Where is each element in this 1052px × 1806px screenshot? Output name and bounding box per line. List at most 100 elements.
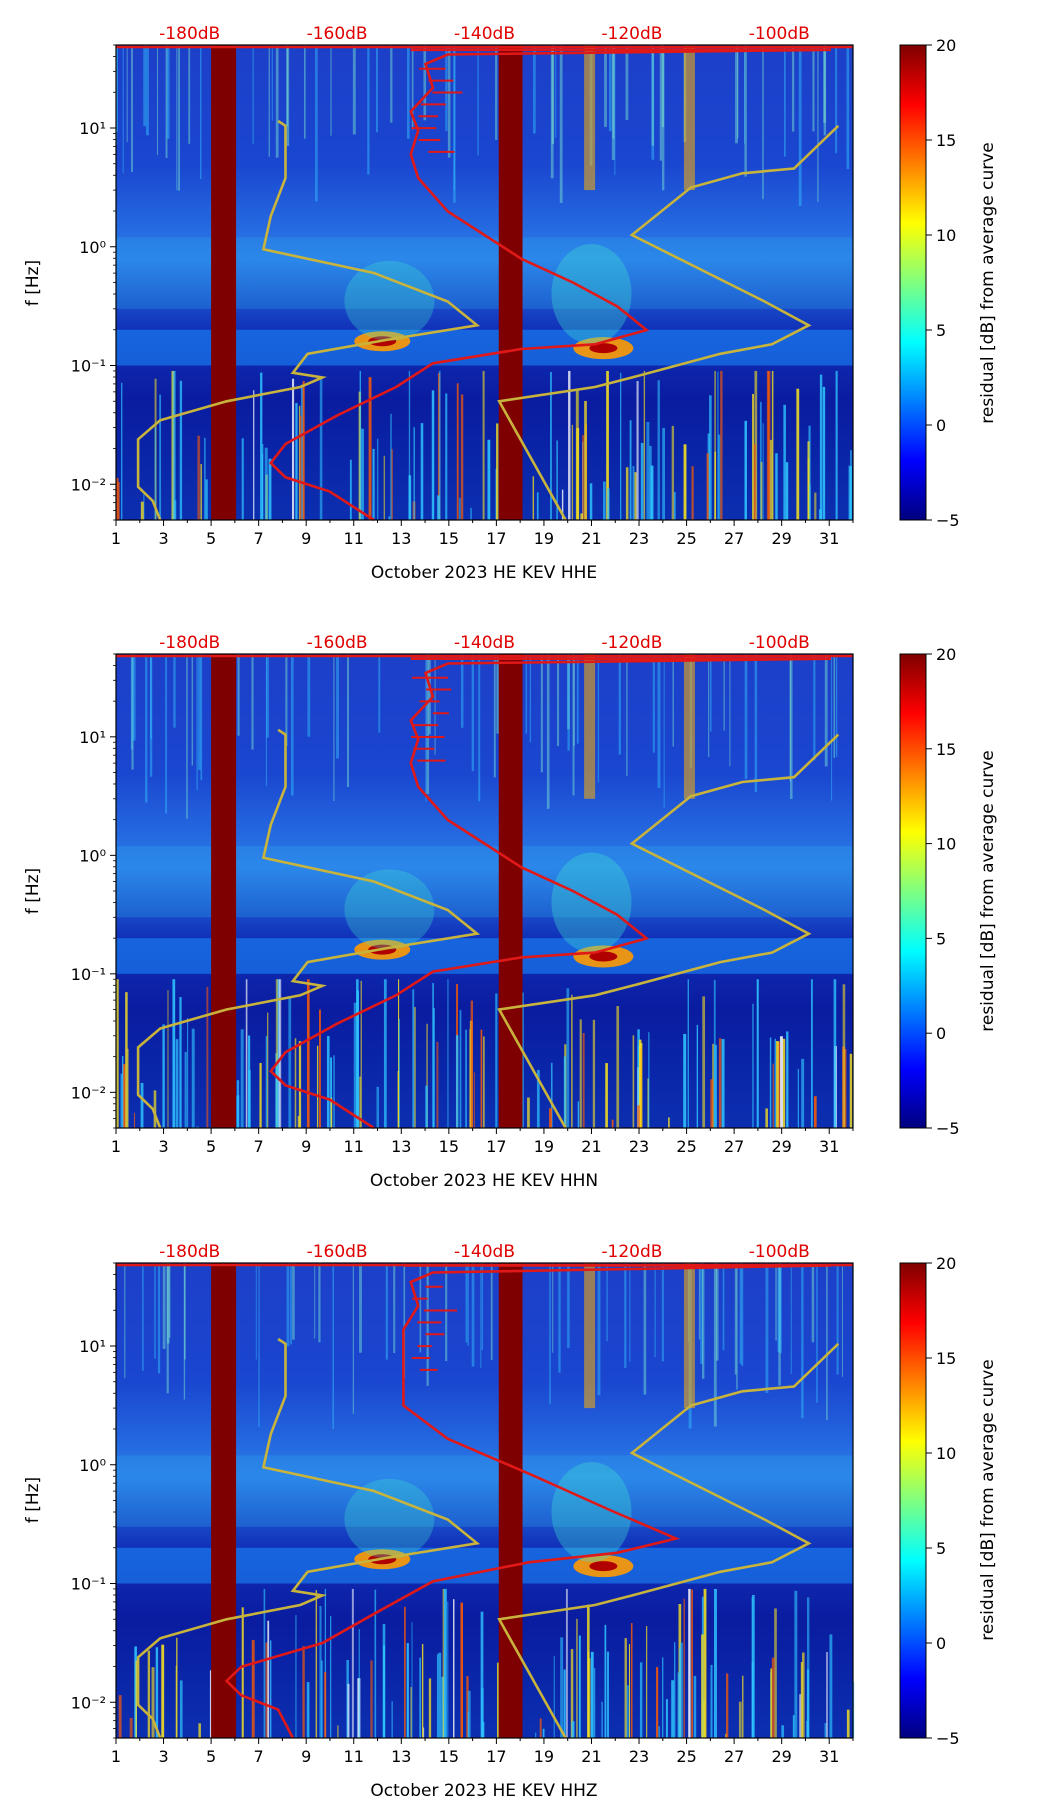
- streak: [179, 997, 182, 1128]
- hf-streak: [698, 1263, 701, 1340]
- hf-streak: [629, 1263, 631, 1362]
- streak: [710, 1079, 714, 1128]
- hf-streak: [723, 654, 725, 731]
- streak: [744, 420, 747, 520]
- streak: [330, 1615, 332, 1738]
- y-tick-label: 10⁻²: [71, 1693, 106, 1712]
- streak: [422, 1727, 425, 1738]
- hf-streak: [567, 654, 570, 751]
- x-axis-label: October 2023 HE KEV HHE: [371, 563, 597, 583]
- streak: [413, 427, 416, 520]
- colorbar-tick-label: 20: [936, 1254, 956, 1273]
- streak: [776, 1041, 779, 1128]
- hf-streak: [471, 1263, 475, 1367]
- streak: [563, 1669, 566, 1738]
- streak: [717, 434, 721, 520]
- streak: [756, 979, 759, 1128]
- streak: [646, 1625, 648, 1738]
- streak: [752, 393, 755, 520]
- streak: [742, 1675, 744, 1738]
- hf-streak: [251, 654, 254, 750]
- db-label: -120dB: [601, 1242, 662, 1262]
- streak: [779, 1036, 783, 1128]
- streak: [321, 1660, 323, 1738]
- hf-streak: [713, 1263, 717, 1427]
- hf-streak: [846, 45, 850, 170]
- streak: [696, 1024, 699, 1128]
- hf-streak: [303, 45, 306, 139]
- colorbar-tick-label: 0: [936, 1024, 946, 1043]
- hf-streak: [149, 654, 153, 777]
- colorbar-tick-label: 5: [936, 929, 946, 948]
- streak: [356, 979, 359, 1128]
- x-tick-label: 5: [206, 529, 216, 548]
- streak: [683, 1033, 687, 1128]
- hf-streak: [318, 1263, 321, 1343]
- streak: [275, 1063, 279, 1128]
- hf-column: [584, 1263, 596, 1409]
- streak: [147, 1650, 151, 1738]
- streak: [539, 1718, 542, 1738]
- streak: [383, 979, 387, 1128]
- hf-streak: [701, 1263, 705, 1379]
- hf-streak: [659, 45, 663, 161]
- x-tick-label: 5: [206, 1137, 216, 1156]
- hf-streak: [744, 45, 747, 177]
- streak: [295, 1615, 297, 1738]
- db-label: -120dB: [601, 633, 662, 653]
- streak: [626, 1685, 629, 1738]
- streak: [522, 992, 524, 1128]
- x-tick-label: 19: [534, 529, 554, 548]
- streak: [593, 1668, 596, 1738]
- streak: [324, 1671, 327, 1738]
- colorbar-tick-label: −5: [936, 1729, 960, 1748]
- streak: [473, 1072, 475, 1128]
- streak: [411, 1622, 413, 1738]
- streak: [796, 388, 800, 520]
- hf-streak: [611, 45, 615, 160]
- x-tick-label: 7: [254, 529, 264, 548]
- streak: [775, 453, 778, 520]
- streak: [582, 435, 585, 520]
- streak: [561, 489, 564, 520]
- streak: [447, 1601, 449, 1738]
- streak: [578, 1635, 581, 1738]
- streak: [658, 1726, 660, 1738]
- hf-streak: [445, 45, 448, 131]
- streak: [236, 1095, 240, 1128]
- hf-streak: [198, 654, 201, 771]
- streak: [801, 1652, 805, 1738]
- db-label: -180dB: [159, 1242, 220, 1262]
- db-label: -160dB: [307, 1242, 368, 1262]
- streak: [191, 1028, 195, 1128]
- streak: [703, 1588, 707, 1738]
- hf-streak: [606, 1263, 608, 1342]
- streak: [459, 1010, 462, 1128]
- streak: [646, 421, 650, 520]
- x-tick-label: 25: [676, 1747, 696, 1766]
- colorbar-tick-label: 10: [936, 835, 956, 854]
- x-tick-label: 31: [819, 529, 839, 548]
- x-tick-label: 23: [629, 1137, 649, 1156]
- streak: [298, 1041, 302, 1128]
- y-axis-label: f [Hz]: [23, 260, 43, 306]
- hf-streak: [604, 45, 607, 127]
- streak: [786, 1031, 789, 1128]
- yellow-curve-left: [136, 119, 481, 521]
- x-tick-label: 17: [486, 529, 506, 548]
- streak: [571, 1721, 575, 1738]
- hf-streak: [741, 1263, 744, 1366]
- streak: [116, 979, 119, 1128]
- streak: [605, 1063, 608, 1128]
- streak: [333, 1055, 335, 1128]
- microseism-band: [116, 1547, 853, 1584]
- streak: [638, 1039, 642, 1128]
- hf-streak: [754, 654, 758, 792]
- streak: [175, 1039, 179, 1128]
- streak: [814, 492, 817, 520]
- energy-plume: [551, 1462, 632, 1563]
- hf-streak: [447, 45, 451, 158]
- hf-streak: [165, 654, 168, 814]
- streak: [709, 395, 712, 520]
- hf-streak: [162, 1263, 166, 1349]
